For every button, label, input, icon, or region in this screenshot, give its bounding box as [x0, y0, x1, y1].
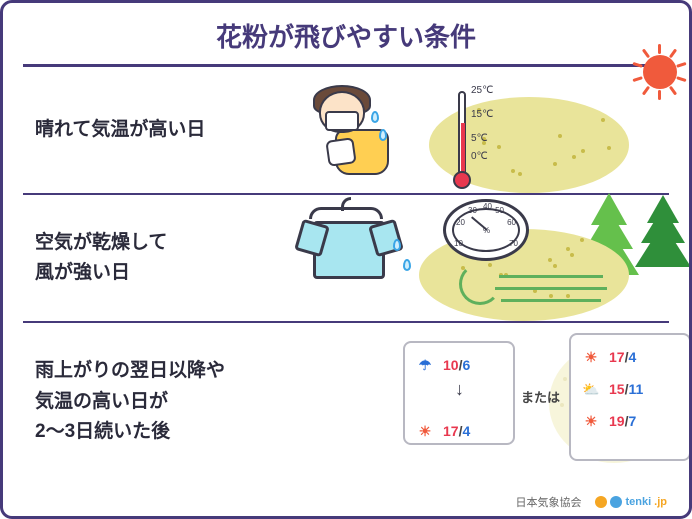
lo-temp: 4 [462, 423, 470, 439]
forecast-row: ⛅ 15/11 [581, 373, 679, 405]
hi-temp: 17 [443, 423, 459, 439]
hi-temp: 19 [609, 413, 625, 429]
or-label: または [521, 387, 560, 406]
lo-temp: 6 [462, 357, 470, 373]
brand-logo: tenki.jp [595, 496, 667, 508]
thermo-tick: 0℃ [471, 151, 488, 162]
hygro-tick: 40 [483, 202, 492, 211]
row-sunny-warm: 晴れて気温が高い日 [23, 67, 669, 195]
hygro-tick: 70 [509, 239, 518, 248]
brand-text: .jp [654, 496, 667, 508]
row-after-rain: 雨上がりの翌日以降や気温の高い日が2〜3日続いた後 ☂ 10/6 ☀ 17/4 … [23, 323, 669, 481]
sun-icon: ☀ [415, 423, 435, 440]
row1-scene: 25℃ 15℃ 5℃ 0℃ [283, 67, 669, 193]
hi-temp: 17 [609, 349, 625, 365]
footer: 日本気象協会 tenki.jp [515, 494, 667, 510]
thermo-tick: 25℃ [471, 85, 493, 96]
forecast-box-2: ☀ 17/4 ⛅ 15/11 ☀ 19/7 [569, 333, 691, 461]
row2-label: 空気が乾燥して風が強い日 [23, 228, 293, 289]
sun-icon: ☀ [581, 349, 601, 366]
laundry-icon [273, 203, 443, 311]
arrow-down-icon: ↓ [455, 379, 464, 400]
hygro-tick: 50 [495, 206, 504, 215]
org-label: 日本気象協会 [515, 494, 581, 510]
row3-scene: ☂ 10/6 ☀ 17/4 ↓ または ☀ 17/4 [283, 323, 669, 481]
brand-text: tenki [625, 496, 651, 508]
forecast-row: ☀ 17/4 [415, 415, 503, 447]
body: 晴れて気温が高い日 [23, 64, 669, 484]
thermometer-icon: 25℃ 15℃ 5℃ 0℃ [441, 73, 497, 191]
lo-temp: 11 [628, 381, 643, 397]
infographic-card: 花粉が飛びやすい条件 晴れて気温が高い日 [0, 0, 692, 519]
thermo-tick: 15℃ [471, 109, 493, 120]
hygro-tick: 30 [468, 206, 477, 215]
hygro-tick: 20 [456, 218, 465, 227]
lo-temp: 7 [628, 413, 636, 429]
row2-scene: 10 20 30 40 50 60 70 % [283, 195, 669, 321]
hi-temp: 10 [443, 357, 459, 373]
sun-icon: ☀ [581, 413, 601, 430]
lo-temp: 4 [628, 349, 636, 365]
forecast-row: ☂ 10/6 [415, 349, 503, 381]
row-dry-windy: 空気が乾燥して風が強い日 10 20 30 40 [23, 195, 669, 323]
forecast-row: ☀ 17/4 [581, 341, 679, 373]
suncloud-icon: ⛅ [581, 381, 601, 398]
sneezing-person-icon [293, 85, 393, 185]
row3-label: 雨上がりの翌日以降や気温の高い日が2〜3日続いた後 [23, 356, 293, 447]
hygro-tick: 10 [454, 239, 463, 248]
sun-icon [643, 55, 677, 89]
thermo-tick: 5℃ [471, 133, 488, 144]
umbrella-icon: ☂ [415, 357, 435, 374]
hygrometer-icon: 10 20 30 40 50 60 70 % [443, 199, 529, 261]
hi-temp: 15 [609, 381, 625, 397]
hygro-unit: % [483, 226, 490, 235]
title: 花粉が飛びやすい条件 [3, 3, 689, 64]
wind-icon [459, 257, 609, 311]
forecast-row: ☀ 19/7 [581, 405, 679, 437]
row1-label: 晴れて気温が高い日 [23, 115, 293, 145]
hygro-tick: 60 [507, 218, 516, 227]
